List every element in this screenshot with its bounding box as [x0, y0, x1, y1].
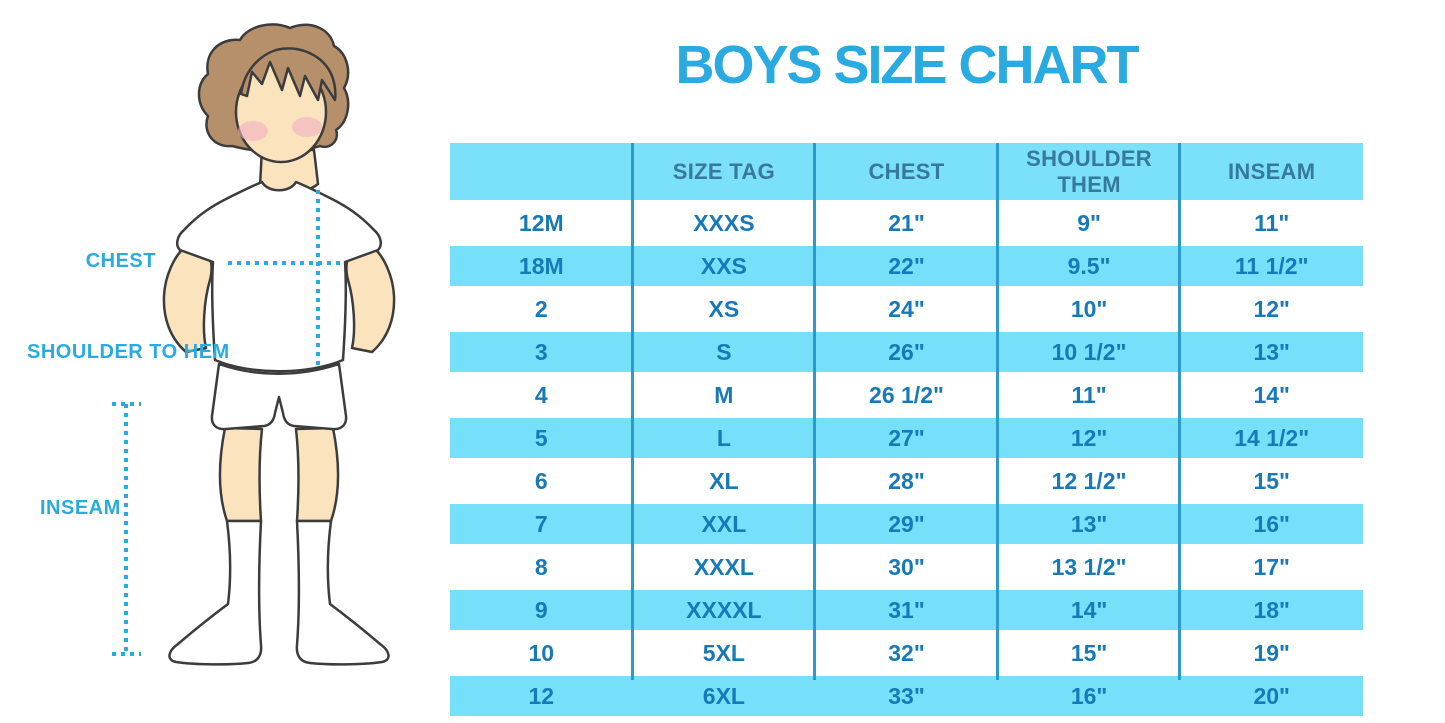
- cell-size: 12M: [450, 200, 633, 245]
- cell-shoulder: 16": [997, 673, 1181, 716]
- inseam-label: INSEAM: [40, 497, 121, 519]
- cell-shoulder: 12 1/2": [997, 458, 1181, 503]
- left-arm: [162, 244, 213, 354]
- cell-size: 6: [450, 458, 633, 503]
- cell-inseam: 11": [1180, 200, 1363, 245]
- right-blush: [292, 117, 322, 137]
- table-row: 3 S 26" 10 1/2" 13": [450, 329, 1363, 374]
- cell-size: 12: [450, 673, 633, 716]
- cell-inseam: 18": [1180, 587, 1363, 632]
- cell-size: 10: [450, 630, 633, 675]
- table-row: 12M XXXS 21" 9" 11": [450, 200, 1363, 245]
- cell-tag: XXXS: [632, 200, 816, 245]
- cell-tag: XXXL: [632, 544, 816, 589]
- cell-tag: XXS: [632, 243, 816, 288]
- header-cell-size-tag: SIZE TAG: [632, 143, 816, 202]
- left-leg: [218, 426, 264, 523]
- table-row: 12 6XL 33" 16" 20": [450, 673, 1363, 716]
- cell-tag: S: [632, 329, 816, 374]
- cell-inseam: 13": [1180, 329, 1363, 374]
- cell-chest: 24": [815, 286, 998, 331]
- cell-tag: XS: [632, 286, 816, 331]
- cell-shoulder: 14": [997, 587, 1181, 632]
- right-leg: [294, 426, 340, 523]
- cell-size: 9: [450, 587, 633, 632]
- cell-shoulder: 12": [997, 415, 1181, 460]
- table-row: 8 XXXL 30" 13 1/2" 17": [450, 544, 1363, 589]
- cell-tag: XL: [632, 458, 816, 503]
- cell-chest: 26": [815, 329, 998, 374]
- cell-inseam: 14": [1180, 372, 1363, 417]
- size-table: SIZE TAG CHEST SHOULDER THEM INSEAM 12M …: [450, 143, 1363, 716]
- cell-chest: 26 1/2": [815, 372, 998, 417]
- page-title: BOYS SIZE CHART: [675, 35, 1139, 95]
- header-cell-chest: CHEST: [815, 143, 998, 202]
- cell-shoulder: 11": [997, 372, 1181, 417]
- cell-inseam: 14 1/2": [1180, 415, 1363, 460]
- cell-chest: 21": [815, 200, 998, 245]
- cell-size: 5: [450, 415, 633, 460]
- table-row: 5 L 27" 12" 14 1/2": [450, 415, 1363, 460]
- cell-tag: 5XL: [632, 630, 816, 675]
- cell-shoulder: 13": [997, 501, 1181, 546]
- cell-chest: 32": [815, 630, 998, 675]
- cell-tag: XXL: [632, 501, 816, 546]
- cell-size: 2: [450, 286, 633, 331]
- cell-tag: M: [632, 372, 816, 417]
- table-row: 2 XS 24" 10" 12": [450, 286, 1363, 331]
- cell-tag: 6XL: [632, 673, 816, 716]
- boy-illustration: [112, 23, 396, 666]
- cell-inseam: 19": [1180, 630, 1363, 675]
- cell-chest: 29": [815, 501, 998, 546]
- cell-shoulder: 9": [997, 200, 1181, 245]
- cell-inseam: 12": [1180, 286, 1363, 331]
- cell-shoulder: 15": [997, 630, 1181, 675]
- header-cell-inseam: INSEAM: [1180, 143, 1363, 202]
- left-blush: [238, 121, 268, 141]
- right-sock: [295, 519, 390, 666]
- cell-size: 8: [450, 544, 633, 589]
- cell-chest: 30": [815, 544, 998, 589]
- cell-tag: XXXXL: [632, 587, 816, 632]
- chest-label: CHEST: [85, 250, 156, 272]
- header-cell-blank: [450, 143, 633, 202]
- t-shirt: [175, 180, 383, 373]
- header-cell-shoulder: SHOULDER THEM: [997, 143, 1181, 202]
- hair-fringe: [239, 47, 337, 102]
- cell-inseam: 16": [1180, 501, 1363, 546]
- cell-chest: 27": [815, 415, 998, 460]
- cell-inseam: 20": [1180, 673, 1363, 716]
- cell-inseam: 17": [1180, 544, 1363, 589]
- shorts: [210, 362, 348, 431]
- inseam-measure-line: [112, 402, 141, 656]
- table-row: 6 XL 28" 12 1/2" 15": [450, 458, 1363, 503]
- shoulder-to-hem-label: SHOULDER TO HEM: [27, 341, 230, 363]
- cell-shoulder: 9.5": [997, 243, 1181, 288]
- header-row: SIZE TAG CHEST SHOULDER THEM INSEAM: [450, 143, 1363, 202]
- cell-inseam: 15": [1180, 458, 1363, 503]
- cell-chest: 31": [815, 587, 998, 632]
- table-row: 7 XXL 29" 13" 16": [450, 501, 1363, 546]
- table-row: 4 M 26 1/2" 11" 14": [450, 372, 1363, 417]
- right-arm: [345, 244, 396, 354]
- cell-tag: L: [632, 415, 816, 460]
- cell-shoulder: 10 1/2": [997, 329, 1181, 374]
- table-row: 10 5XL 32" 15" 19": [450, 630, 1363, 675]
- cell-size: 7: [450, 501, 633, 546]
- cell-size: 18M: [450, 243, 633, 288]
- cell-shoulder: 13 1/2": [997, 544, 1181, 589]
- cell-chest: 28": [815, 458, 998, 503]
- cell-inseam: 11 1/2": [1180, 243, 1363, 288]
- cell-chest: 22": [815, 243, 998, 288]
- cell-size: 4: [450, 372, 633, 417]
- left-sock: [168, 519, 263, 666]
- cell-shoulder: 10": [997, 286, 1181, 331]
- cell-size: 3: [450, 329, 633, 374]
- table-row: 9 XXXXL 31" 14" 18": [450, 587, 1363, 632]
- cell-chest: 33": [815, 673, 998, 716]
- table-row: 18M XXS 22" 9.5" 11 1/2": [450, 243, 1363, 288]
